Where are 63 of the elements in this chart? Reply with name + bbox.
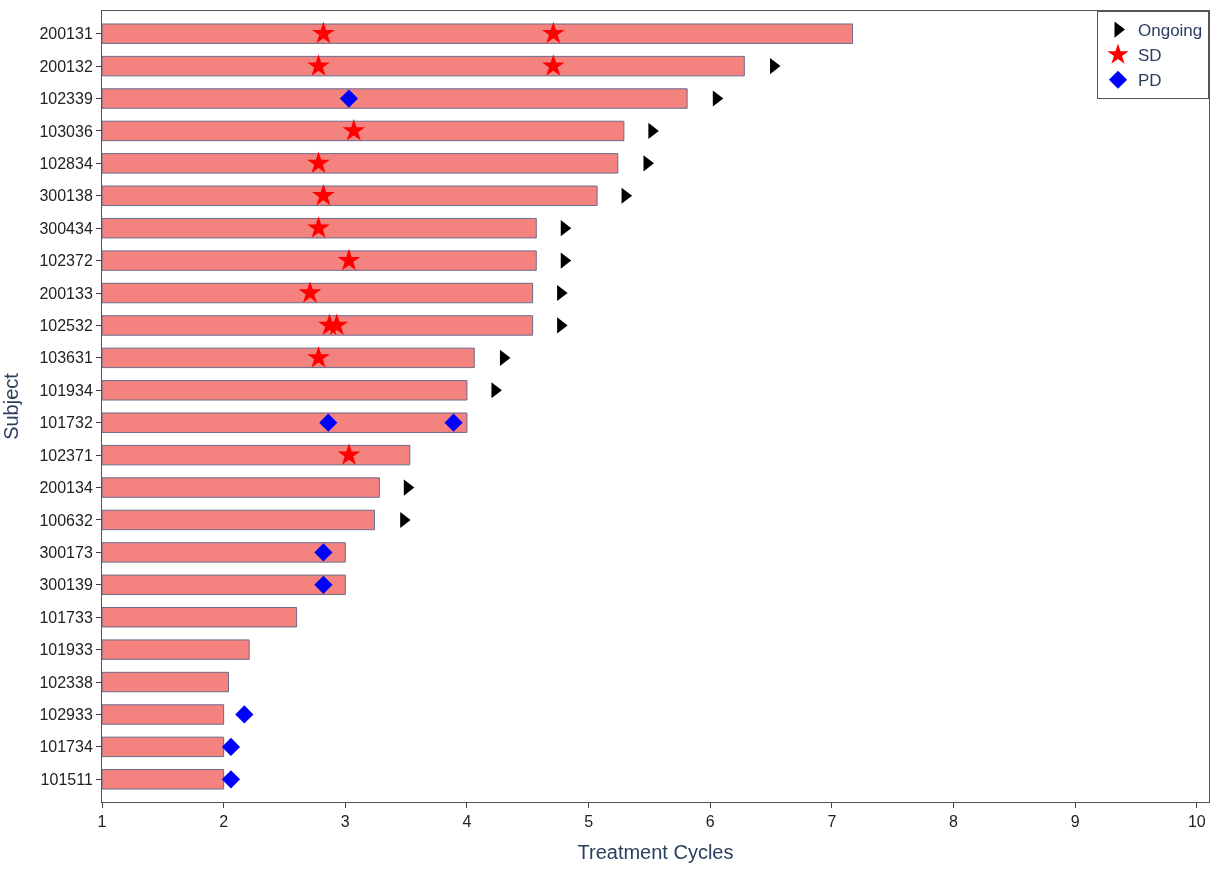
x-tick-label: 6	[705, 813, 715, 831]
y-tick-label: 300138	[39, 187, 93, 205]
y-tick-label: 300139	[39, 576, 93, 594]
x-tick-label: 3	[340, 813, 350, 831]
bar	[102, 412, 468, 433]
y-tick-label: 200132	[39, 57, 93, 75]
bar	[102, 88, 688, 109]
y-tick-label: 102532	[39, 317, 93, 335]
bar	[102, 477, 380, 498]
x-tick-label: 8	[949, 813, 959, 831]
bar	[102, 120, 625, 142]
y-tick-label: 200131	[39, 25, 93, 43]
bar	[102, 704, 225, 725]
x-tick-label: 4	[462, 813, 472, 831]
bar	[102, 217, 537, 239]
y-tick-label: 102371	[39, 446, 93, 464]
bar	[102, 315, 534, 336]
y-tick-label: 101734	[39, 738, 93, 756]
bar	[102, 639, 250, 660]
y-tick-label: 101933	[39, 641, 93, 659]
bar	[102, 282, 534, 304]
y-tick-label: 101511	[40, 770, 93, 788]
bar	[102, 736, 225, 758]
y-tick-label: 101934	[39, 381, 93, 399]
bar	[102, 606, 298, 628]
y-tick-label: 101732	[39, 414, 93, 432]
y-tick-label: 300173	[39, 543, 93, 561]
x-tick-label: 9	[1070, 813, 1080, 831]
bar	[102, 23, 854, 44]
y-tick-label: 102372	[39, 252, 93, 270]
y-tick-label: 300434	[39, 219, 93, 237]
bar	[102, 185, 598, 207]
y-tick-label: 102834	[39, 154, 93, 172]
y-tick-label: 102339	[39, 90, 93, 108]
x-tick-label: 5	[584, 813, 594, 831]
x-tick-label: 1	[97, 813, 107, 831]
bar	[102, 769, 225, 790]
y-tick-label: 102933	[39, 706, 93, 724]
y-tick-label: 101733	[39, 608, 93, 626]
bar	[102, 444, 411, 466]
legend-label: PD	[1138, 71, 1162, 91]
y-tick-label: 102338	[39, 673, 93, 691]
bar	[102, 250, 537, 271]
y-tick-label: 200133	[39, 284, 93, 302]
legend-label: Ongoing	[1138, 21, 1203, 41]
bar	[102, 55, 745, 77]
y-tick-label: 200134	[39, 479, 93, 497]
bar	[102, 574, 346, 596]
y-tick-label: 103631	[39, 349, 93, 367]
bar	[102, 380, 468, 401]
x-axis-title: Treatment Cycles	[577, 840, 734, 863]
bar	[102, 509, 375, 531]
bar	[102, 347, 475, 369]
x-tick-label: 7	[827, 813, 837, 831]
y-tick-label: 100632	[39, 511, 93, 529]
bar	[102, 671, 230, 693]
x-tick-label: 10	[1187, 813, 1206, 831]
x-tick-label: 2	[219, 813, 229, 831]
y-tick-label: 103036	[39, 122, 93, 140]
legend-label: SD	[1138, 46, 1162, 66]
bar	[102, 542, 346, 563]
y-axis-title: Subject	[0, 372, 22, 440]
bar	[102, 153, 619, 174]
